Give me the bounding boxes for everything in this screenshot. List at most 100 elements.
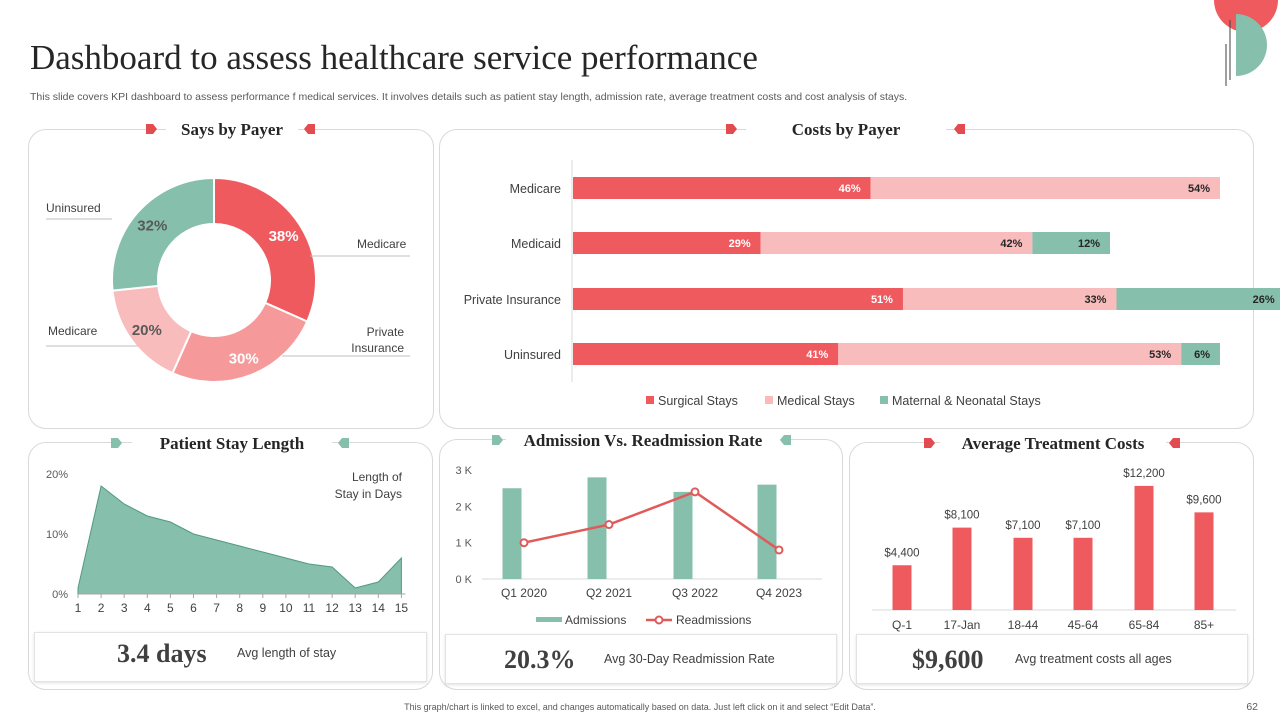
atc-bar [1073,537,1093,610]
says-by-payer-title: Says by Payer [166,120,298,140]
donut-slice-1 [171,301,309,383]
kpi-cost-value: $9,600 [912,645,984,674]
costs-legend-label: Maternal & Neonatal Stays [892,394,1041,408]
atc-bar [1194,512,1214,610]
adm-bar [673,491,693,579]
atc-bar-label: $7,100 [1065,520,1100,532]
costs-category-label: Uninsured [504,348,561,362]
atc-x-tick: Q-1 [892,618,912,632]
adm-legend-marker [654,615,664,625]
donut-label-1: 30% [229,350,259,367]
costs-by-payer-chart: Medicare 46% 54% Medicaid 29% 42% 12% Private I… [464,160,1280,408]
donut-slice-3 [111,176,215,292]
donut-callout-medicare-left: Medicare [48,324,98,338]
footer-note: This graph/chart is linked to excel, and… [404,702,876,712]
stay-x-tick: 5 [167,601,174,615]
stay-x-tick: 14 [372,601,386,615]
page-title: Dashboard to assess healthcare service p… [30,38,758,77]
stay-y-tick: 10% [46,529,68,541]
stay-x-tick: 8 [236,601,243,615]
costs-category-label: Private Insurance [464,293,561,307]
atc-x-tick: 65-84 [1129,618,1160,632]
adm-bar [757,484,777,579]
patient-stay-chart: 1 2 3 4 5 6 7 8 9 10 11 12 13 14 150%10%20% [46,469,409,615]
title-markers [111,124,1180,448]
patient-stay-title: Patient Stay Length [132,434,332,454]
treatment-costs-chart: $4,400 Q-1 $8,100 17-Jan $7,100 18-44 $7,100 45… [872,468,1236,632]
costs-bar-label: 41% [806,349,828,361]
costs-bar-2 [1032,232,1111,254]
adm-x-tick: Q1 2020 [501,586,547,600]
costs-category-label: Medicare [510,182,561,196]
stay-x-tick: 9 [259,601,266,615]
costs-category-label: Medicaid [511,237,561,251]
costs-bar-0 [573,232,761,254]
atc-bar [952,527,972,610]
costs-legend-label: Surgical Stays [658,394,738,408]
stay-series-label: Length of Stay in Days [334,470,402,501]
kpi-stay-value: 3.4 days [117,639,207,668]
costs-legend-label: Medical Stays [777,394,855,408]
atc-bar-label: $4,400 [884,547,919,559]
costs-bar-1 [870,177,1220,199]
costs-bar-label: 42% [1000,238,1022,250]
kpi-cost-box: $9,600 Avg treatment costs all ages [856,634,1248,684]
stay-x-tick: 2 [98,601,105,615]
costs-legend-swatch [880,396,888,404]
costs-bar-1 [838,343,1182,365]
stay-x-tick: 4 [144,601,151,615]
page-number: 62 [1246,701,1258,713]
costs-bar-label: 51% [871,294,893,306]
adm-y-tick: 0 K [455,574,472,586]
atc-bar [1013,537,1033,610]
costs-bar-label: 26% [1253,294,1275,306]
stay-x-tick: 3 [121,601,128,615]
stay-x-tick: 11 [303,601,316,615]
costs-legend-swatch [765,396,773,404]
donut-label-0: 38% [269,228,299,245]
costs-bar-0 [573,288,903,310]
costs-by-payer-title: Costs by Payer [746,120,946,140]
costs-bar-label: 46% [839,183,861,195]
costs-bar-label: 54% [1188,183,1210,195]
costs-bar-2 [1116,288,1280,310]
kpi-readmission-label: Avg 30-Day Readmission Rate [604,652,775,666]
donut-callout-uninsured: Uninsured [46,201,101,215]
stay-x-tick: 12 [325,601,339,615]
atc-bar-label: $12,200 [1123,468,1165,480]
kpi-readmission-box: 20.3% Avg 30-Day Readmission Rate [445,634,837,684]
stay-y-tick: 20% [46,469,68,481]
treatment-costs-title: Average Treatment Costs [940,434,1166,454]
costs-bar-label: 12% [1078,238,1100,250]
adm-x-tick: Q4 2023 [756,586,802,600]
atc-bar [1134,485,1154,610]
donut-label-3: 32% [137,217,167,234]
stay-x-tick: 1 [75,601,82,615]
admission-title: Admission Vs. Readmission Rate [506,431,780,451]
adm-legend-readmissions: Readmissions [676,613,751,627]
kpi-stay-box: 3.4 days Avg length of stay [34,632,427,682]
stay-x-tick: 13 [349,601,363,615]
stay-area [77,485,402,595]
atc-x-tick: 45-64 [1068,618,1099,632]
says-by-payer-donut: 38% 30% 20% 32% [46,176,410,383]
admission-chart: 0 K 1 K 2 K 3 K Q1 2020 Q2 2021 Q3 2022 Q4 2023… [455,465,822,627]
adm-bar [502,488,522,579]
adm-readmission-line [523,490,780,551]
adm-y-tick: 3 K [455,465,472,477]
stay-y-tick: 0% [52,589,68,601]
adm-readmission-point [774,545,784,555]
donut-slice-0 [213,176,317,323]
corner-decoration [1214,0,1278,86]
costs-bar-label: 53% [1149,349,1171,361]
stay-x-tick: 15 [395,601,409,615]
kpi-cost-label: Avg treatment costs all ages [1015,652,1172,666]
donut-label-2: 20% [132,322,162,339]
atc-bar [892,565,912,610]
stay-x-tick: 6 [190,601,197,615]
costs-bar-1 [760,232,1033,254]
adm-readmission-point [604,520,614,530]
stay-x-tick: 10 [279,601,293,615]
atc-x-tick: 17-Jan [944,618,981,632]
adm-x-tick: Q3 2022 [672,586,718,600]
